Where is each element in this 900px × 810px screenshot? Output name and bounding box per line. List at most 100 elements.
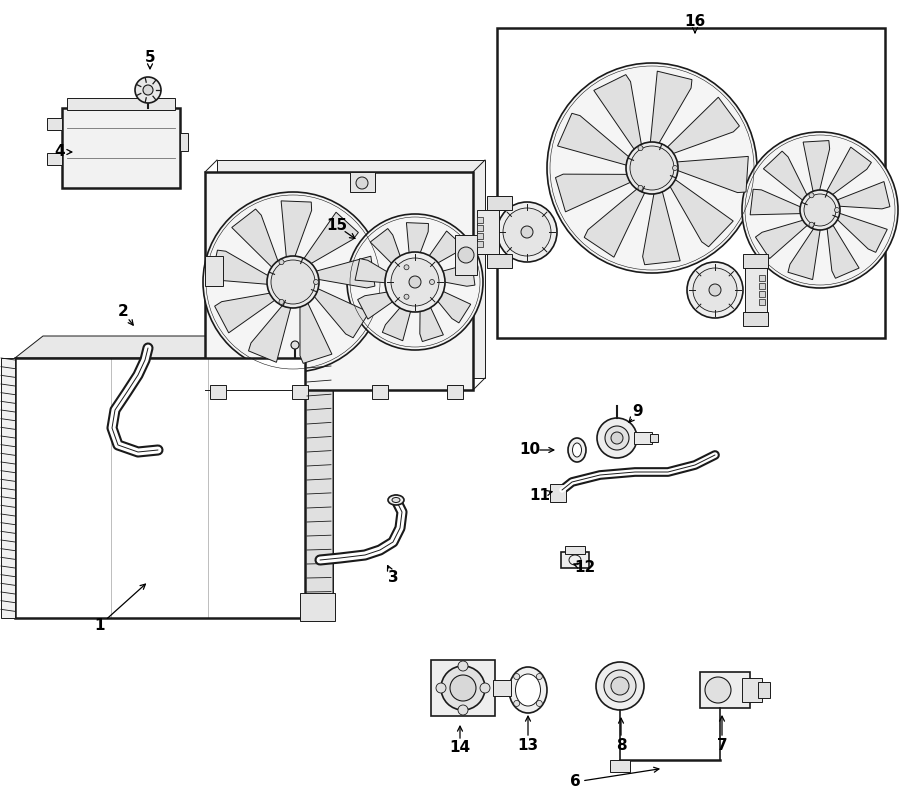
Bar bbox=[47, 118, 62, 130]
Circle shape bbox=[742, 132, 898, 288]
Circle shape bbox=[709, 284, 721, 296]
Polygon shape bbox=[355, 258, 398, 283]
Polygon shape bbox=[305, 336, 333, 618]
Circle shape bbox=[597, 418, 637, 458]
Bar bbox=[15, 358, 305, 618]
Polygon shape bbox=[214, 293, 276, 333]
Bar bbox=[300, 593, 335, 621]
Bar bbox=[565, 546, 585, 554]
Text: 13: 13 bbox=[518, 737, 538, 752]
Circle shape bbox=[514, 674, 519, 680]
Circle shape bbox=[279, 259, 284, 265]
Circle shape bbox=[604, 670, 636, 702]
Circle shape bbox=[395, 262, 435, 302]
Bar bbox=[561, 552, 589, 568]
Text: 8: 8 bbox=[616, 737, 626, 752]
Polygon shape bbox=[248, 304, 292, 362]
Polygon shape bbox=[15, 336, 333, 358]
Bar bbox=[210, 385, 226, 399]
Bar bbox=[350, 172, 375, 192]
Ellipse shape bbox=[509, 667, 547, 713]
Text: 7: 7 bbox=[716, 737, 727, 752]
Text: 12: 12 bbox=[574, 561, 596, 575]
Circle shape bbox=[450, 675, 476, 701]
Circle shape bbox=[630, 146, 674, 190]
Ellipse shape bbox=[388, 495, 404, 505]
Bar bbox=[455, 235, 477, 275]
Circle shape bbox=[399, 266, 431, 298]
Circle shape bbox=[385, 252, 445, 312]
Bar bbox=[493, 680, 511, 696]
Text: 14: 14 bbox=[449, 740, 471, 756]
Circle shape bbox=[705, 677, 731, 703]
Bar bbox=[1, 358, 15, 618]
Circle shape bbox=[271, 260, 315, 304]
Text: 16: 16 bbox=[684, 15, 706, 29]
Ellipse shape bbox=[572, 443, 581, 457]
Circle shape bbox=[135, 77, 161, 103]
Circle shape bbox=[356, 177, 368, 189]
Bar bbox=[759, 291, 765, 297]
Bar bbox=[650, 434, 658, 442]
Polygon shape bbox=[430, 287, 471, 323]
Polygon shape bbox=[370, 228, 404, 272]
Circle shape bbox=[409, 276, 421, 288]
Polygon shape bbox=[422, 231, 463, 269]
Text: 9: 9 bbox=[633, 404, 643, 420]
Circle shape bbox=[203, 192, 383, 372]
Polygon shape bbox=[419, 296, 444, 342]
Bar bbox=[487, 254, 512, 268]
Text: 3: 3 bbox=[388, 569, 399, 585]
Bar bbox=[743, 254, 768, 268]
Circle shape bbox=[441, 666, 485, 710]
Circle shape bbox=[404, 265, 409, 270]
Circle shape bbox=[804, 194, 836, 226]
Polygon shape bbox=[835, 181, 890, 209]
Text: 5: 5 bbox=[145, 49, 156, 65]
Bar bbox=[610, 760, 630, 772]
Circle shape bbox=[404, 294, 409, 299]
Circle shape bbox=[313, 279, 319, 284]
Bar bbox=[372, 385, 388, 399]
Polygon shape bbox=[650, 71, 692, 145]
Circle shape bbox=[834, 207, 840, 212]
Polygon shape bbox=[836, 213, 887, 253]
Ellipse shape bbox=[568, 438, 586, 462]
Circle shape bbox=[536, 701, 543, 706]
Polygon shape bbox=[281, 201, 311, 259]
Circle shape bbox=[611, 432, 623, 444]
Bar bbox=[742, 678, 762, 702]
Text: 1: 1 bbox=[94, 617, 105, 633]
Bar bbox=[447, 385, 463, 399]
Bar bbox=[634, 432, 652, 444]
Polygon shape bbox=[315, 256, 375, 288]
Polygon shape bbox=[825, 147, 871, 196]
Text: 4: 4 bbox=[55, 144, 66, 160]
Bar bbox=[205, 256, 223, 286]
Polygon shape bbox=[803, 141, 830, 194]
Polygon shape bbox=[313, 288, 369, 338]
Bar bbox=[477, 217, 483, 223]
Circle shape bbox=[391, 258, 439, 306]
Polygon shape bbox=[643, 190, 680, 265]
Bar bbox=[431, 660, 495, 716]
Circle shape bbox=[514, 701, 519, 706]
Polygon shape bbox=[382, 299, 414, 341]
Polygon shape bbox=[594, 75, 642, 151]
Circle shape bbox=[458, 247, 474, 263]
Circle shape bbox=[547, 63, 757, 273]
Polygon shape bbox=[557, 113, 630, 165]
Circle shape bbox=[291, 341, 299, 349]
Polygon shape bbox=[300, 301, 332, 364]
Text: 15: 15 bbox=[327, 219, 347, 233]
Circle shape bbox=[458, 661, 468, 671]
Circle shape bbox=[521, 226, 533, 238]
Polygon shape bbox=[357, 290, 402, 319]
Circle shape bbox=[497, 202, 557, 262]
Polygon shape bbox=[407, 223, 428, 265]
Ellipse shape bbox=[392, 497, 400, 502]
Circle shape bbox=[672, 165, 678, 170]
Circle shape bbox=[605, 426, 629, 450]
Bar bbox=[487, 196, 512, 210]
Text: 10: 10 bbox=[519, 442, 541, 458]
